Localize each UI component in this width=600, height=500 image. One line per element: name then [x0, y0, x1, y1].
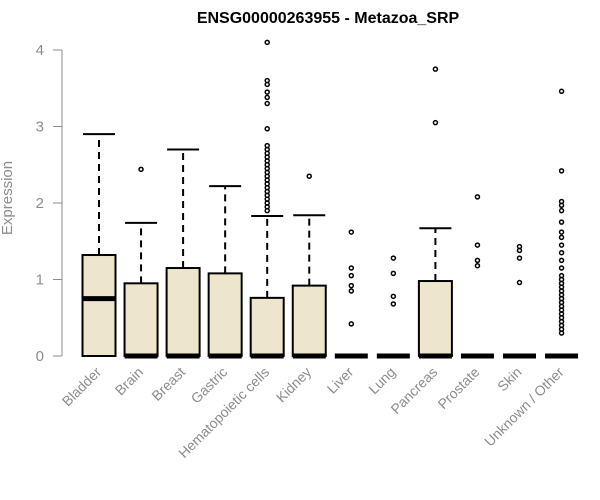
outlier-point: [474, 257, 481, 264]
outlier-point: [558, 272, 565, 279]
outlier-point: [264, 100, 270, 107]
outlier-point: [348, 265, 355, 271]
box: [291, 284, 327, 357]
box-group: [503, 243, 536, 359]
box: [417, 280, 453, 357]
y-tick-label: 4: [36, 42, 44, 59]
box-group: [334, 229, 368, 359]
outlier-point: [138, 166, 144, 173]
box-group: [81, 133, 117, 358]
y-tick-label: 1: [36, 272, 44, 289]
outlier-point: [390, 270, 397, 277]
box-group: [545, 88, 579, 359]
outlier-point: [516, 255, 523, 261]
outlier-point: [348, 282, 355, 289]
box: [81, 254, 117, 358]
y-tick-label: 0: [36, 348, 44, 365]
y-tick-label: 3: [36, 119, 44, 136]
outlier-point: [432, 119, 439, 126]
box: [165, 267, 201, 357]
outlier-point: [558, 207, 565, 214]
y-axis-label: Expression: [0, 161, 16, 235]
outlier-point: [390, 293, 397, 300]
outlier-point: [264, 126, 270, 132]
outlier-point: [474, 242, 481, 248]
outlier-point: [558, 265, 565, 271]
box-group: [165, 148, 201, 359]
box-group: [417, 66, 453, 359]
box-group: [123, 166, 159, 359]
x-tick-label: Unknown / Other: [481, 364, 567, 450]
box-group: [249, 39, 285, 359]
outlier-point: [264, 39, 270, 46]
box: [249, 296, 285, 357]
outlier-point: [516, 279, 523, 286]
box: [123, 282, 159, 358]
x-tick-label: Brain: [112, 364, 146, 398]
x-tick-label: Skin: [494, 364, 525, 395]
outlier-point: [558, 198, 565, 205]
outlier-point: [558, 242, 565, 248]
x-tick-label: Pancreas: [387, 364, 440, 417]
x-tick-label: Bladder: [59, 364, 105, 410]
outlier-point: [558, 234, 565, 241]
box-group: [460, 194, 494, 359]
y-axis: 0 1 2 3 4: [36, 42, 63, 365]
box: [207, 272, 243, 358]
outlier-point: [558, 249, 565, 256]
box-group: [291, 173, 327, 359]
outlier-point: [474, 262, 481, 269]
x-tick-label: Prostate: [434, 364, 482, 412]
box-group: [376, 255, 410, 359]
outlier-point: [264, 89, 270, 95]
outlier-point: [264, 77, 270, 84]
outlier-point: [558, 257, 565, 264]
box-group: [207, 185, 243, 359]
x-tick-label: Liver: [324, 364, 357, 397]
outlier-point: [558, 219, 565, 225]
y-tick-label: 2: [36, 195, 44, 212]
outlier-point: [348, 288, 355, 294]
x-tick-label: Kidney: [273, 364, 315, 406]
outlier-point: [516, 243, 523, 250]
outlier-point: [474, 194, 481, 200]
outlier-point: [390, 301, 397, 307]
outlier-point: [432, 66, 439, 72]
outlier-point: [558, 88, 565, 95]
outlier-point: [558, 168, 565, 174]
outlier-point: [306, 173, 312, 179]
chart-title: ENSG00000263955 - Metazoa_SRP: [197, 10, 460, 27]
outlier-point: [558, 229, 565, 235]
x-tick-label: Lung: [365, 364, 398, 397]
outlier-point: [264, 94, 270, 101]
outlier-point: [390, 255, 397, 261]
outlier-point: [348, 321, 355, 327]
outlier-point: [348, 272, 355, 279]
outlier-point: [348, 229, 355, 235]
outlier-point: [264, 142, 270, 149]
x-tick-label: Breast: [148, 364, 188, 404]
plot-area: [81, 39, 579, 359]
